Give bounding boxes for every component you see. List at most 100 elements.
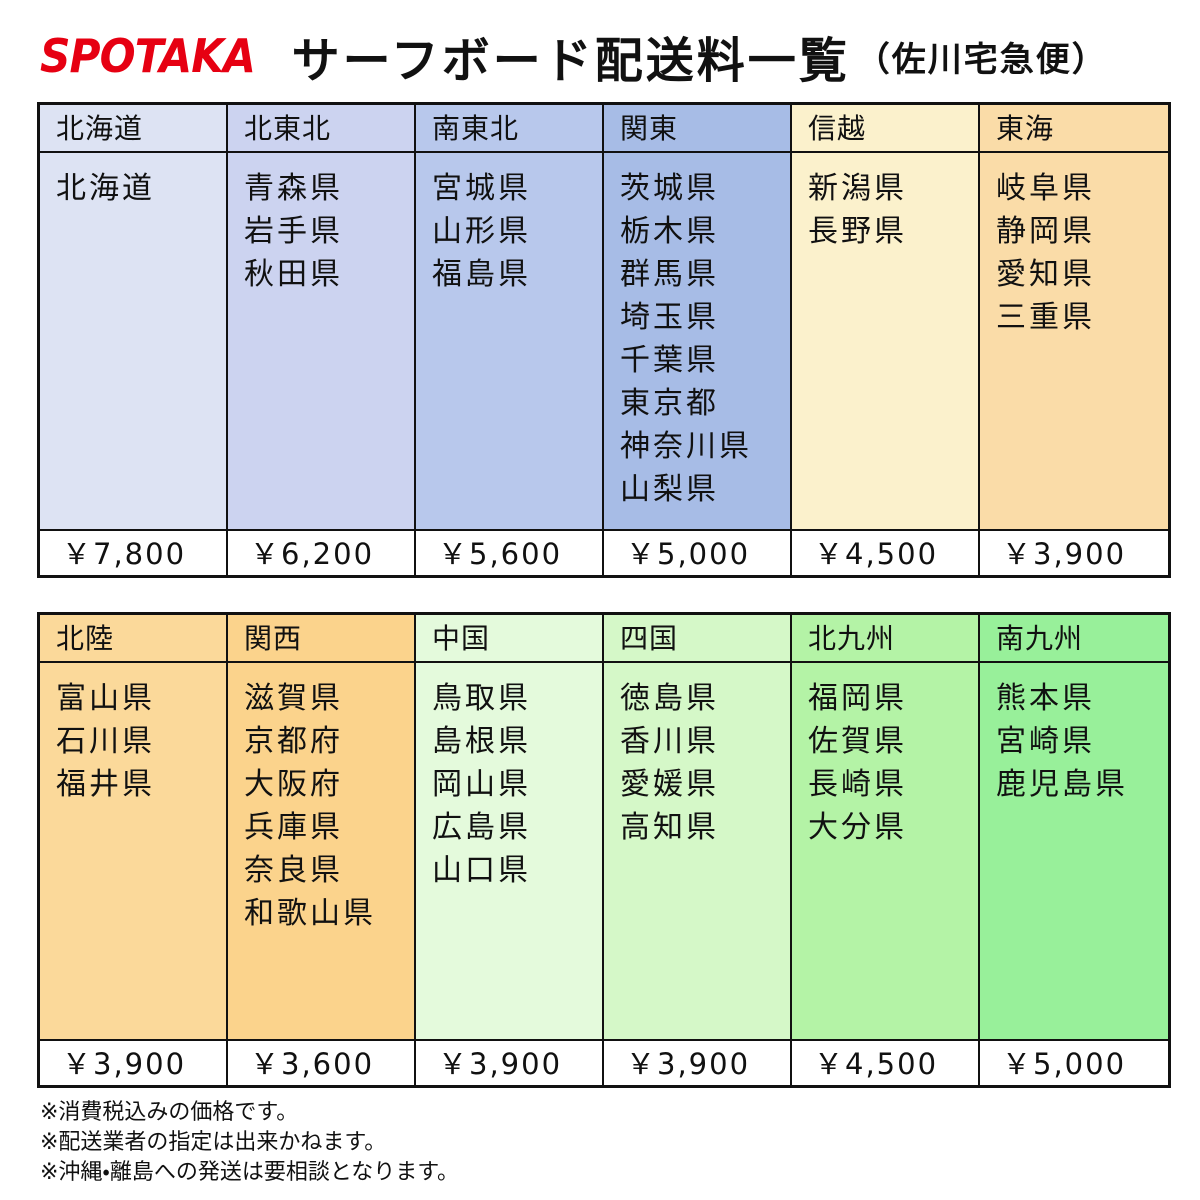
price: ￥6,200: [228, 529, 414, 575]
price: ￥5,600: [416, 529, 602, 575]
prefecture: 大分県: [808, 810, 907, 845]
prefecture: 大阪府: [244, 767, 343, 802]
prefecture: 神奈川県: [620, 429, 752, 464]
region-column: 北陸 富山県 石川県 福井県 ￥3,900: [40, 615, 228, 1085]
prefecture: 岩手県: [244, 214, 343, 249]
notes: ※消費税込みの価格です。 ※配送業者の指定は出来かねます。 ※沖縄・離島への発送は要…: [40, 1098, 459, 1188]
note: ※消費税込みの価格です。: [40, 1100, 299, 1125]
prefecture: 福岡県: [808, 681, 907, 716]
region-column: 南九州 熊本県 宮崎県 鹿児島県 ￥5,000: [980, 615, 1168, 1085]
region-name: 北海道: [40, 105, 226, 153]
prefecture-list: 北海道: [40, 153, 226, 529]
prefecture: 愛知県: [996, 257, 1095, 292]
region-name: 中国: [416, 615, 602, 663]
prefecture: 三重県: [996, 300, 1095, 335]
prefecture: 熊本県: [996, 681, 1095, 716]
region-name: 南九州: [980, 615, 1168, 663]
region-column: 北東北 青森県 岩手県 秋田県 ￥6,200: [228, 105, 416, 575]
prefecture: 富山県: [56, 681, 155, 716]
region-name: 信越: [792, 105, 978, 153]
prefecture: 石川県: [56, 724, 155, 759]
prefecture: 宮城県: [432, 171, 531, 206]
region-column: 北九州 福岡県 佐賀県 長崎県 大分県 ￥4,500: [792, 615, 980, 1085]
prefecture: 長野県: [808, 214, 907, 249]
prefecture: 福島県: [432, 257, 531, 292]
prefecture-list: 滋賀県 京都府 大阪府 兵庫県 奈良県 和歌山県: [228, 663, 414, 1039]
region-column: 北海道 北海道 ￥7,800: [40, 105, 228, 575]
prefecture: 山口県: [432, 853, 531, 888]
prefecture: 香川県: [620, 724, 719, 759]
price: ￥4,500: [792, 1039, 978, 1085]
prefecture-list: 熊本県宮崎県鹿児島県: [980, 663, 1168, 1039]
price: ￥3,900: [40, 1039, 226, 1085]
subtitle: （佐川宅急便）: [855, 39, 1108, 80]
prefecture: 高知県: [620, 810, 719, 845]
region-column: 関東 茨城県 栃木県 群馬県 埼玉県 千葉県 東京都 神奈川県 山梨県 ￥5,000: [604, 105, 792, 575]
prefecture: 栃木県: [620, 214, 719, 249]
prefecture: 宮崎県: [996, 724, 1095, 759]
region-name: 四国: [604, 615, 790, 663]
prefecture-list: 新潟県 長野県: [792, 153, 978, 529]
region-column: 信越 新潟県 長野県 ￥4,500: [792, 105, 980, 575]
note: ※配送業者の指定は出来かねます。: [40, 1130, 387, 1155]
region-name: 北東北: [228, 105, 414, 153]
prefecture: 鹿児島県: [996, 767, 1128, 802]
prefecture: 北海道: [56, 171, 155, 206]
region-name: 関西: [228, 615, 414, 663]
price: ￥3,900: [416, 1039, 602, 1085]
prefecture: 青森県: [244, 171, 343, 206]
prefecture: 兵庫県: [244, 810, 343, 845]
region-name: 北陸: [40, 615, 226, 663]
price: ￥5,000: [604, 529, 790, 575]
prefecture: 滋賀県: [244, 681, 343, 716]
header: SPOTAKA サーフボード配送料一覧 （佐川宅急便）: [40, 18, 1108, 94]
region-column: 四国 徳島県 香川県 愛媛県 高知県 ￥3,900: [604, 615, 792, 1085]
prefecture-list: 茨城県 栃木県 群馬県 埼玉県 千葉県 東京都 神奈川県 山梨県: [604, 153, 790, 529]
prefecture: 群馬県: [620, 257, 719, 292]
prefecture: 福井県: [56, 767, 155, 802]
price: ￥7,800: [40, 529, 226, 575]
prefecture-list: 徳島県香川県愛媛県高知県: [604, 663, 790, 1039]
prefecture: 島根県: [432, 724, 531, 759]
prefecture: 鳥取県: [432, 681, 531, 716]
price: ￥4,500: [792, 529, 978, 575]
prefecture-list: 岐阜県静岡県愛知県三重県: [980, 153, 1168, 529]
prefecture: 奈良県: [244, 853, 343, 888]
prefecture: 佐賀県: [808, 724, 907, 759]
prefecture-list: 鳥取県島根県岡山県広島県山口県: [416, 663, 602, 1039]
prefecture: 岐阜県: [996, 171, 1095, 206]
prefecture: 和歌山県: [244, 896, 376, 931]
region-column: 関西 滋賀県 京都府 大阪府 兵庫県 奈良県 和歌山県 ￥3,600: [228, 615, 416, 1085]
prefecture: 山形県: [432, 214, 531, 249]
shipping-table: 北海道 北海道 ￥7,800 北東北 青森県 岩手県 秋田県 ￥6,200 南東北 宮城県 山形県福…: [37, 102, 1171, 578]
prefecture: 新潟県: [808, 171, 907, 206]
price: ￥3,900: [604, 1039, 790, 1085]
prefecture: 茨城県: [620, 171, 719, 206]
region-name: 東海: [980, 105, 1168, 153]
prefecture: 広島県: [432, 810, 531, 845]
prefecture: 静岡県: [996, 214, 1095, 249]
prefecture: 徳島県: [620, 681, 719, 716]
prefecture: 愛媛県: [620, 767, 719, 802]
region-name: 北九州: [792, 615, 978, 663]
prefecture-list: 富山県 石川県 福井県: [40, 663, 226, 1039]
region-column: 中国 鳥取県 島根県 岡山県 広島県 山口県 ￥3,900: [416, 615, 604, 1085]
prefecture: 東京都: [620, 386, 719, 421]
region-column: 南東北 宮城県 山形県 福島県 ￥5,600: [416, 105, 604, 575]
prefecture: 埼玉県: [620, 300, 719, 335]
prefecture: 長崎県: [808, 767, 907, 802]
prefecture-list: 福岡県佐賀県長崎県大分県: [792, 663, 978, 1039]
note: ※沖縄・離島への発送は要相談となります。: [40, 1160, 460, 1185]
prefecture: 岡山県: [432, 767, 531, 802]
shipping-table: 北陸 富山県 石川県 福井県 ￥3,900 関西 滋賀県 京都府 大阪府 兵庫県 奈良県 和歌山県 ￥3…: [37, 612, 1171, 1088]
brand: SPOTAKA: [40, 29, 256, 83]
price: ￥3,900: [980, 529, 1168, 575]
prefecture-list: 宮城県 山形県 福島県: [416, 153, 602, 529]
region-name: 関東: [604, 105, 790, 153]
prefecture: 山梨県: [620, 472, 719, 507]
prefecture: 秋田県: [244, 257, 343, 292]
price: ￥3,600: [228, 1039, 414, 1085]
prefecture-list: 青森県 岩手県 秋田県: [228, 153, 414, 529]
